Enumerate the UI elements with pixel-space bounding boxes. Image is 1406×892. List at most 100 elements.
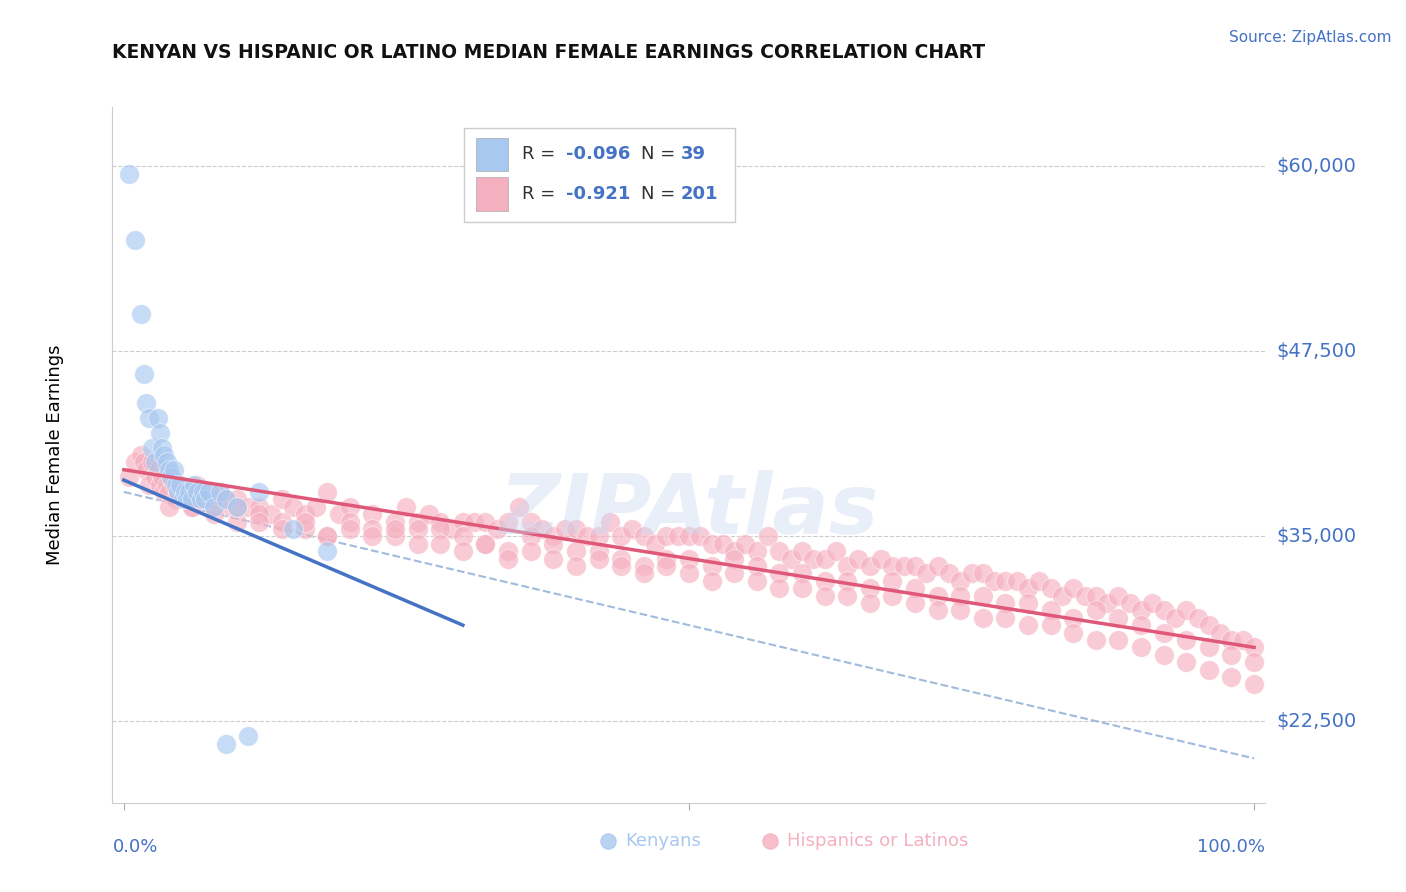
Point: [1175, 632, 1198, 647]
Point: [202, 507, 225, 521]
Point: [186, 477, 208, 491]
Point: [1005, 574, 1028, 588]
Point: [160, 470, 183, 484]
Point: [508, 500, 530, 514]
Point: [150, 441, 173, 455]
Point: [1017, 581, 1039, 595]
Point: [191, 492, 214, 507]
Point: [463, 515, 485, 529]
Point: [176, 492, 198, 507]
Point: [180, 500, 202, 514]
Point: [162, 477, 184, 491]
Text: R =: R =: [522, 185, 561, 203]
Point: [700, 558, 723, 573]
Point: [904, 596, 927, 610]
Point: [180, 500, 202, 514]
Point: [496, 544, 519, 558]
Point: [960, 566, 983, 581]
Point: [588, 529, 610, 543]
Point: [519, 515, 541, 529]
Point: [994, 596, 1017, 610]
Point: [202, 500, 225, 514]
Point: [1153, 648, 1175, 662]
Point: [610, 529, 633, 543]
Point: [135, 463, 157, 477]
Point: [316, 529, 339, 543]
Point: [1220, 648, 1243, 662]
Text: N =: N =: [641, 185, 681, 203]
Point: [790, 566, 813, 581]
Point: [678, 566, 700, 581]
Point: [339, 500, 361, 514]
Point: [474, 515, 496, 529]
Point: [1039, 618, 1062, 632]
Point: [1243, 677, 1265, 691]
Point: [496, 515, 519, 529]
Point: [1243, 640, 1265, 655]
Point: [1130, 640, 1153, 655]
Point: [1220, 632, 1243, 647]
Point: [418, 507, 440, 521]
Point: [1130, 603, 1153, 617]
Point: [169, 477, 191, 491]
Text: $35,000: $35,000: [1277, 527, 1357, 546]
Point: [994, 611, 1017, 625]
Point: [406, 537, 429, 551]
Point: [406, 515, 429, 529]
Point: [1198, 618, 1220, 632]
Point: [339, 515, 361, 529]
Point: [859, 596, 882, 610]
Point: [927, 603, 949, 617]
Point: [124, 233, 146, 247]
Point: [666, 529, 689, 543]
Point: [633, 529, 655, 543]
Point: [599, 515, 621, 529]
Point: [756, 529, 779, 543]
Point: [225, 500, 247, 514]
Point: [451, 515, 474, 529]
Point: [146, 411, 169, 425]
Point: [225, 515, 247, 529]
Point: [1142, 596, 1164, 610]
Point: [655, 558, 678, 573]
Text: Source: ZipAtlas.com: Source: ZipAtlas.com: [1229, 29, 1392, 45]
Text: 0.0%: 0.0%: [112, 838, 157, 855]
Point: [180, 484, 202, 499]
Point: [1084, 589, 1107, 603]
Point: [633, 558, 655, 573]
Point: [1243, 655, 1265, 669]
Point: [157, 463, 180, 477]
Point: [938, 566, 960, 581]
Point: [1209, 625, 1232, 640]
Point: [745, 544, 768, 558]
Point: [214, 492, 236, 507]
Point: [141, 455, 163, 469]
Point: [160, 470, 183, 484]
Point: [118, 167, 141, 181]
Point: [157, 500, 180, 514]
Point: [197, 484, 219, 499]
Point: [904, 558, 927, 573]
Point: [588, 544, 610, 558]
Point: [837, 558, 859, 573]
Point: [440, 522, 463, 536]
Text: -0.096: -0.096: [565, 145, 630, 163]
Point: [249, 507, 271, 521]
Point: [1039, 603, 1062, 617]
Point: [837, 589, 859, 603]
Point: [949, 603, 972, 617]
Point: [655, 551, 678, 566]
Point: [316, 484, 339, 499]
Point: [271, 492, 294, 507]
Point: [576, 529, 599, 543]
Bar: [464, 128, 735, 222]
Point: [893, 558, 915, 573]
Point: [972, 589, 994, 603]
Point: [316, 529, 339, 543]
Point: [157, 484, 180, 499]
Point: [294, 507, 316, 521]
Point: [519, 529, 541, 543]
Point: [156, 455, 179, 469]
Point: [543, 551, 565, 566]
Point: [197, 484, 219, 499]
